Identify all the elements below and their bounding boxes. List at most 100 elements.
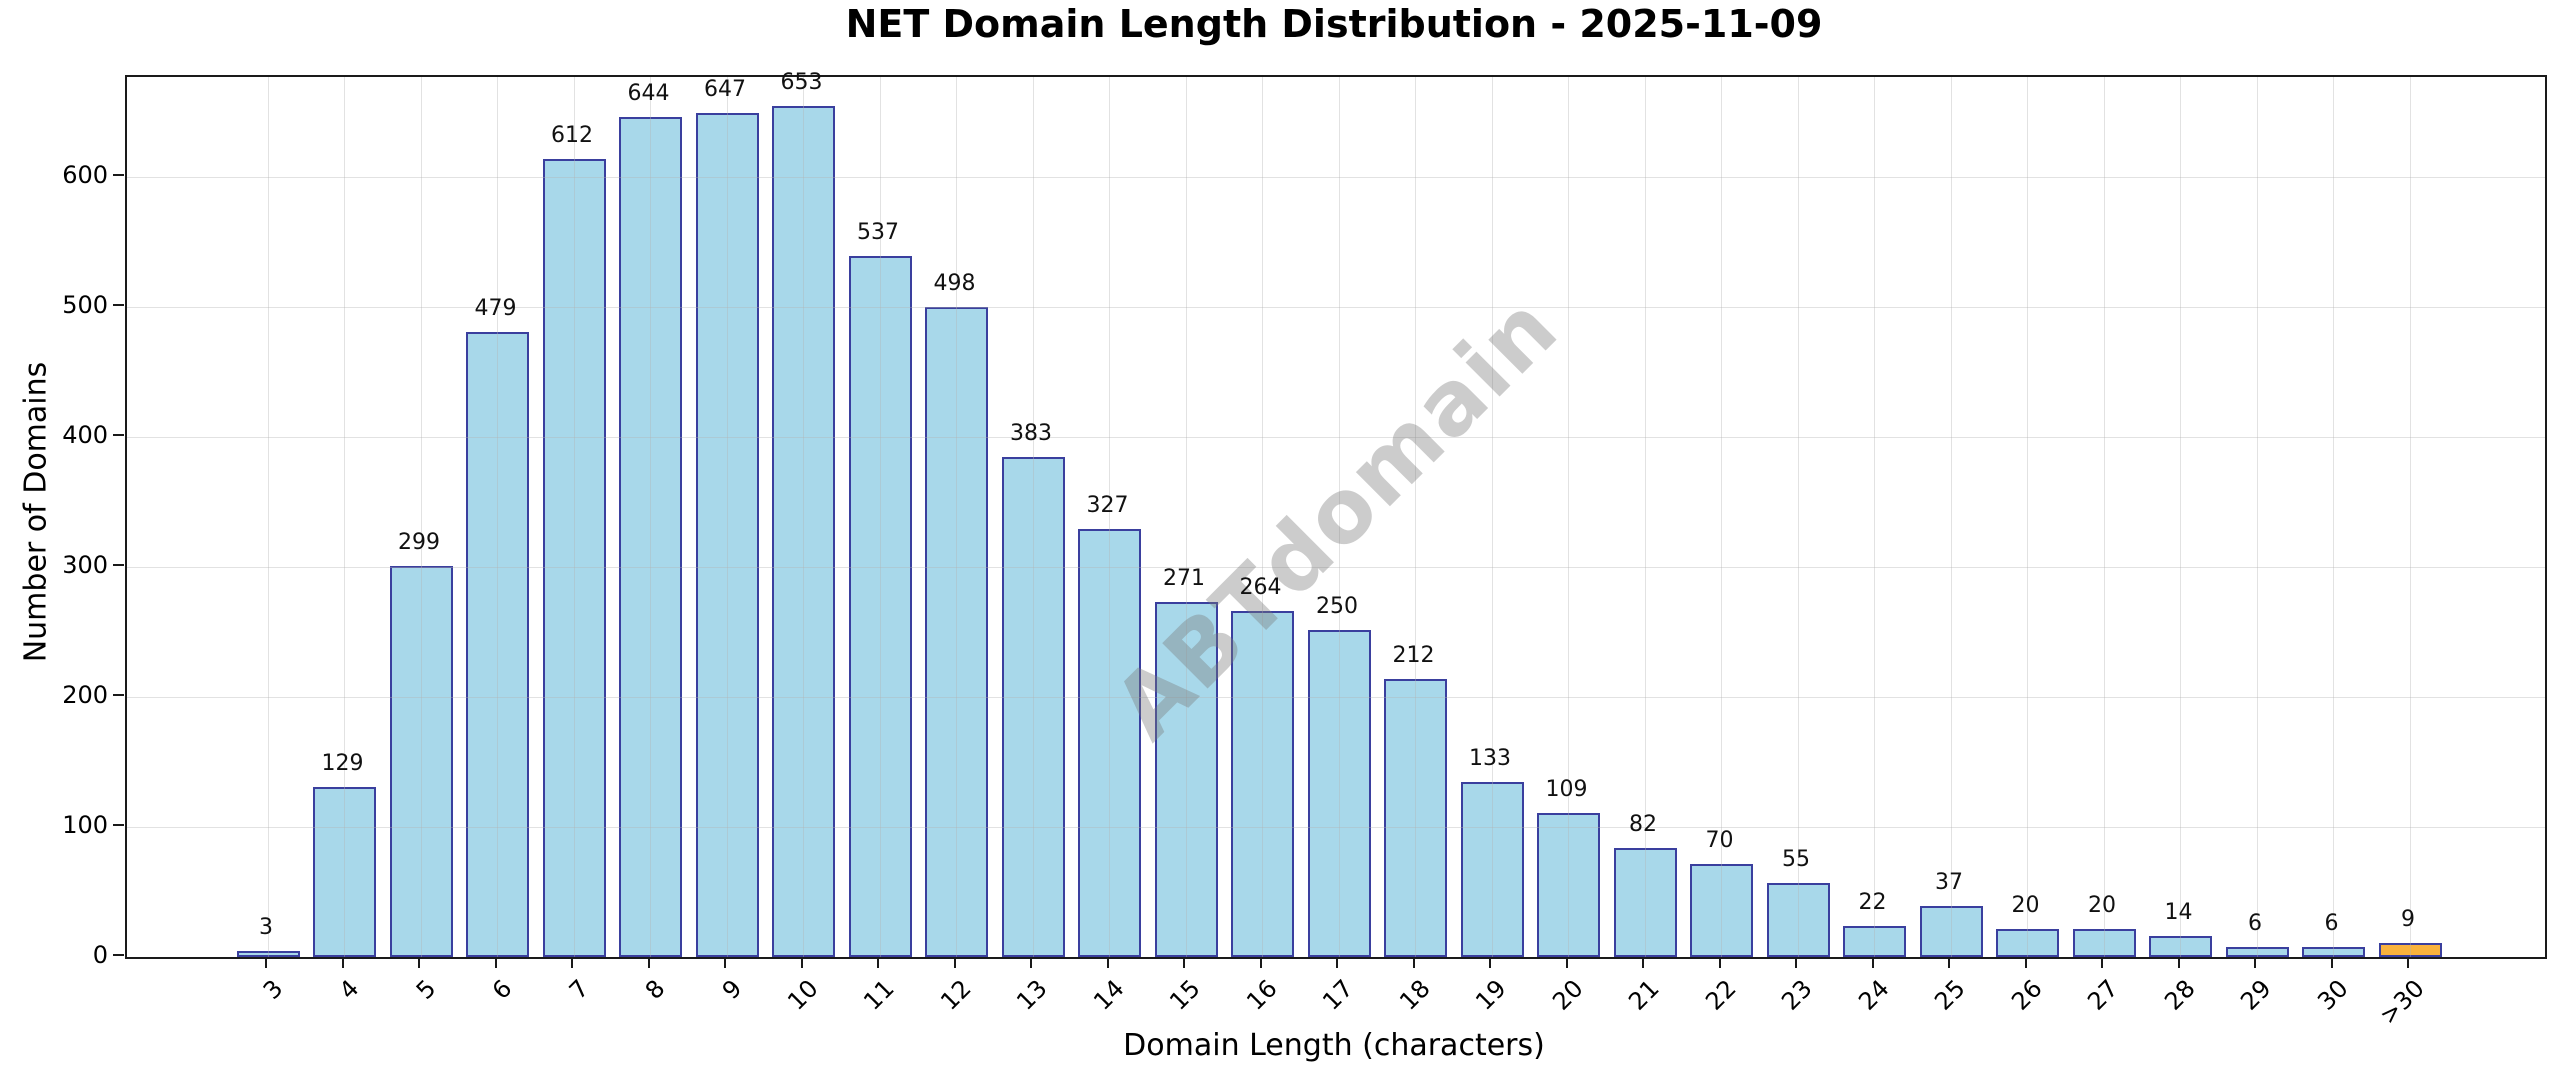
- x-tick-mark: [2407, 957, 2409, 968]
- x-tick-mark: [1871, 957, 1874, 968]
- bar-5: [389, 565, 453, 957]
- bar-value-label: 133: [1469, 745, 1511, 771]
- v-gridline: [1644, 77, 1646, 957]
- x-tick-label: 17: [1317, 974, 1360, 1016]
- bar-11: [848, 256, 912, 957]
- y-tick-mark: [113, 434, 124, 437]
- bar-value-label: 109: [1545, 776, 1588, 802]
- x-tick-mark: [418, 957, 420, 968]
- x-tick-label: 7: [563, 974, 595, 1005]
- x-tick-mark: [341, 957, 344, 968]
- h-gridline: [127, 306, 2545, 308]
- x-tick-mark: [800, 957, 803, 968]
- bar-value-label: 250: [1316, 593, 1358, 619]
- h-gridline: [127, 436, 2545, 438]
- x-tick-label: 30: [2312, 974, 2354, 1016]
- h-gridline: [127, 696, 2545, 698]
- x-tick-label: 12: [935, 974, 977, 1016]
- v-gridline: [879, 77, 881, 957]
- x-tick-label: 4: [333, 974, 365, 1005]
- x-tick-label: 29: [2235, 974, 2278, 1016]
- bar-21: [1613, 847, 1677, 957]
- y-tick-mark: [113, 954, 124, 956]
- plot-area: ABTdomain: [125, 75, 2547, 959]
- bar-value-label: 129: [321, 750, 364, 776]
- v-gridline: [803, 77, 804, 957]
- x-tick-mark: [2330, 957, 2333, 968]
- x-tick-mark: [647, 957, 650, 968]
- y-tick-mark: [113, 304, 124, 307]
- bar-value-label: 498: [933, 271, 976, 297]
- x-tick-label: 10: [782, 974, 824, 1016]
- bar-24: [1843, 925, 1906, 957]
- x-tick-mark: [1183, 957, 1185, 968]
- bar-26: [1996, 928, 2059, 957]
- x-tick-mark: [571, 957, 573, 968]
- y-axis-title: Number of Domains: [18, 361, 54, 663]
- y-tick-mark: [113, 824, 124, 826]
- y-tick-label: 0: [92, 941, 108, 969]
- bar-value-label: 14: [2164, 900, 2193, 926]
- bar-4: [313, 786, 376, 957]
- x-tick-mark: [1795, 957, 1797, 968]
- bar-15: [1154, 602, 1218, 957]
- y-tick-mark: [113, 564, 124, 567]
- bar-value-label: 6: [2248, 910, 2262, 936]
- x-tick-label: 22: [1700, 974, 1742, 1016]
- v-gridline: [1338, 77, 1340, 957]
- bar-value-label: 70: [1705, 827, 1734, 853]
- x-tick-label: 27: [2082, 974, 2125, 1016]
- y-tick-label: 300: [62, 551, 108, 580]
- x-tick-label: 28: [2159, 974, 2201, 1016]
- bar-value-label: 20: [2011, 892, 2040, 918]
- bar-22: [1690, 863, 1753, 957]
- v-gridline: [1568, 77, 1569, 957]
- x-tick-mark: [1030, 957, 1032, 968]
- h-gridline: [127, 566, 2545, 568]
- bar-value-label: 537: [857, 220, 899, 246]
- x-tick-mark: [1412, 957, 1415, 968]
- v-gridline: [1491, 77, 1493, 957]
- bar-value-label: 644: [627, 81, 670, 107]
- v-gridline: [2333, 77, 2334, 957]
- bar-value-label: 20: [2088, 892, 2116, 918]
- x-tick-label: 19: [1470, 974, 1513, 1016]
- v-gridline: [420, 77, 422, 957]
- bar-3: [236, 950, 300, 957]
- x-tick-mark: [1489, 957, 1491, 968]
- x-tick-mark: [2101, 957, 2103, 968]
- v-gridline: [956, 77, 957, 957]
- bar-9: [695, 113, 759, 957]
- bar-30: [2302, 946, 2365, 957]
- x-tick-label: 9: [716, 974, 748, 1005]
- bar-value-label: 22: [1858, 889, 1887, 915]
- bar-value-label: 479: [474, 295, 517, 321]
- bar-19: [1460, 781, 1524, 957]
- x-tick-mark: [494, 957, 497, 968]
- bar-13: [1001, 456, 1065, 957]
- v-gridline: [497, 77, 498, 957]
- x-tick-label: 24: [1853, 974, 1895, 1016]
- bar-value-label: 82: [1629, 811, 1657, 837]
- bar-value-label: 264: [1239, 575, 1282, 601]
- bar-value-label: 55: [1782, 847, 1810, 872]
- x-tick-mark: [265, 957, 267, 968]
- bar-value-label: 9: [2401, 906, 2415, 932]
- bar-28: [2149, 936, 2212, 957]
- chart-title: NET Domain Length Distribution - 2025-11…: [845, 2, 1823, 46]
- y-tick-mark: [113, 174, 124, 177]
- y-tick-label: 500: [62, 291, 108, 320]
- v-gridline: [1797, 77, 1799, 957]
- bar-value-label: 299: [398, 529, 440, 555]
- y-tick-mark: [113, 694, 124, 697]
- x-tick-mark: [953, 957, 956, 968]
- bar-value-label: 37: [1935, 870, 1963, 896]
- bar-value-label: 647: [704, 77, 746, 103]
- x-tick-mark: [1948, 957, 1950, 968]
- bar-value-label: 3: [259, 914, 273, 940]
- bar-25: [1919, 906, 1983, 957]
- bar-16: [1231, 611, 1294, 957]
- x-tick-mark: [1565, 957, 1568, 968]
- x-tick-label: 26: [2006, 974, 2048, 1016]
- v-gridline: [1032, 77, 1034, 957]
